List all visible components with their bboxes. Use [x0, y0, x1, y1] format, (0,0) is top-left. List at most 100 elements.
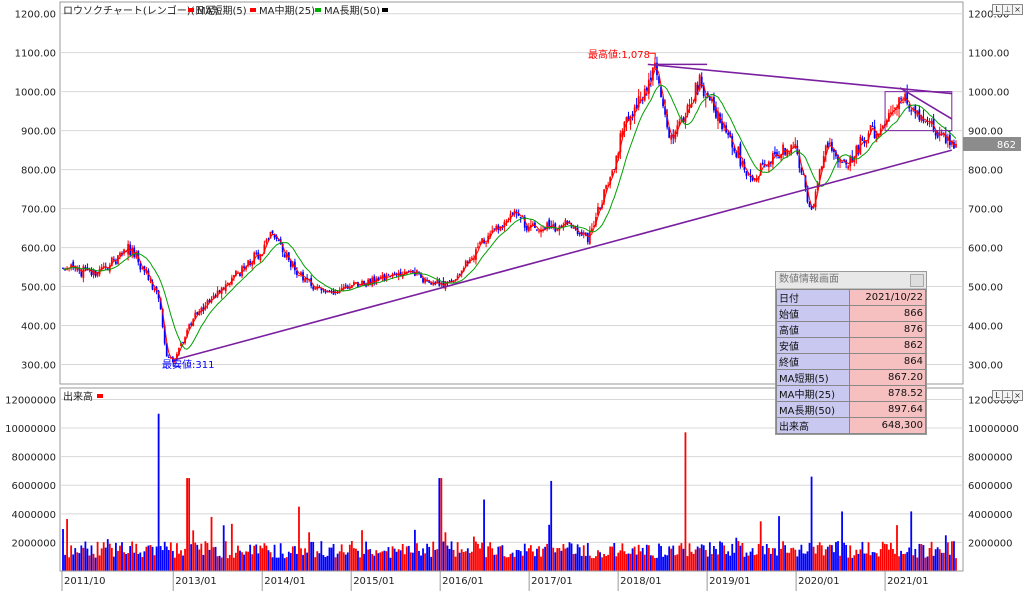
volume-bar [599, 552, 601, 571]
candle-body [662, 98, 664, 107]
legend-ma50-label: MA長期(50) [324, 5, 380, 17]
volume-bar [873, 552, 876, 571]
volume-bar [182, 555, 184, 571]
volume-bar [723, 545, 725, 571]
candle-body [910, 110, 913, 112]
volume-bar [112, 556, 115, 571]
price-y-tick-right: 500.00 [968, 283, 1003, 294]
volume-bar [308, 532, 311, 571]
volume-bar [332, 543, 335, 571]
volume-bar [527, 548, 530, 571]
candle-body [485, 242, 488, 244]
info-panel-title: 数値情報画面 [779, 274, 839, 285]
candle-body [352, 281, 355, 286]
volume-bar [192, 530, 195, 571]
volume-bar [414, 529, 416, 571]
volume-bar [658, 543, 660, 571]
candle-body [611, 170, 614, 176]
volume-bar [792, 547, 795, 571]
candle-body [605, 185, 608, 189]
info-row: 安値 862 [776, 337, 926, 354]
volume-bar [831, 545, 833, 571]
candle-body [235, 270, 237, 276]
price-y-tick-right: 400.00 [968, 322, 1003, 333]
volume-bar [220, 557, 223, 571]
candle-body [517, 212, 520, 216]
candle-body [328, 290, 331, 292]
volume-bar [475, 541, 477, 571]
volume-bar [828, 544, 831, 571]
candle-body [955, 143, 957, 148]
volume-bar [418, 550, 420, 571]
candle-body [810, 206, 813, 210]
volume-bar [477, 543, 479, 571]
candle-body [739, 143, 742, 167]
candle-body [645, 87, 648, 91]
volume-bar [348, 544, 351, 571]
candle-body [953, 142, 955, 149]
volume-bar [853, 555, 856, 571]
volume-bar [515, 549, 518, 571]
candle-body [686, 105, 689, 116]
volume-bar [314, 557, 317, 571]
volume-bar [72, 554, 75, 571]
volume-bar [316, 551, 319, 571]
candle-body [818, 169, 821, 181]
price-panel-close-button[interactable]: × [1012, 4, 1023, 15]
volume-bar [692, 553, 695, 571]
volume-bar [798, 549, 801, 571]
candle-body [291, 263, 294, 267]
info-value: 867.20 [849, 369, 926, 386]
volume-bar [141, 556, 144, 571]
candle-body [560, 225, 563, 227]
volume-bar [525, 551, 528, 571]
volume-bar [145, 546, 148, 571]
candle-body [951, 140, 953, 145]
volume-bar [645, 544, 648, 571]
candle-body [733, 148, 736, 152]
volume-bar [198, 549, 201, 571]
candle-body [621, 131, 624, 137]
volume-bar [652, 555, 654, 571]
volume-bar [352, 548, 355, 571]
candle-body [320, 287, 323, 291]
candle-body [344, 285, 347, 287]
volume-bar [944, 535, 947, 571]
numeric-info-panel[interactable]: 数値情報画面 日付 2021/10/22 始値 866 高値 876 安値 862 終値… [775, 271, 927, 435]
volume-bar [173, 557, 176, 571]
candle-body [721, 121, 723, 130]
volume-bar [167, 549, 170, 571]
legend-ma5-swatch [188, 8, 194, 12]
volume-y-tick-right: 8000000 [968, 453, 1013, 464]
candle-body [625, 117, 628, 123]
volume-bar [639, 551, 642, 571]
volume-bar [169, 542, 172, 571]
volume-bar [96, 541, 99, 571]
volume-bar [521, 555, 524, 571]
volume-bar [601, 557, 603, 571]
candle-body [727, 132, 730, 135]
volume-bar [255, 544, 258, 571]
candle-body [289, 260, 292, 267]
volume-bar [922, 545, 925, 571]
volume-bar [885, 544, 888, 571]
volume-bar [281, 553, 284, 571]
volume-bar [731, 543, 734, 571]
info-value: 878.52 [849, 385, 926, 402]
volume-bar [778, 516, 780, 571]
candle-body [759, 163, 762, 175]
info-panel-titlebar[interactable]: 数値情報画面 [776, 272, 926, 289]
volume-bar [283, 558, 286, 571]
volume-bar [300, 548, 302, 571]
candle-body [717, 111, 719, 121]
candle-body [206, 300, 209, 305]
volume-bar [865, 553, 868, 571]
candle-body [649, 77, 652, 80]
candle-body [139, 263, 142, 270]
volume-bar [572, 553, 575, 571]
volume-panel-close-button[interactable]: × [1012, 390, 1023, 401]
x-axis-label: 2020/01 [798, 576, 840, 587]
candle-body [934, 132, 937, 136]
volume-bar [662, 556, 664, 571]
info-panel-close-button[interactable] [910, 274, 924, 287]
